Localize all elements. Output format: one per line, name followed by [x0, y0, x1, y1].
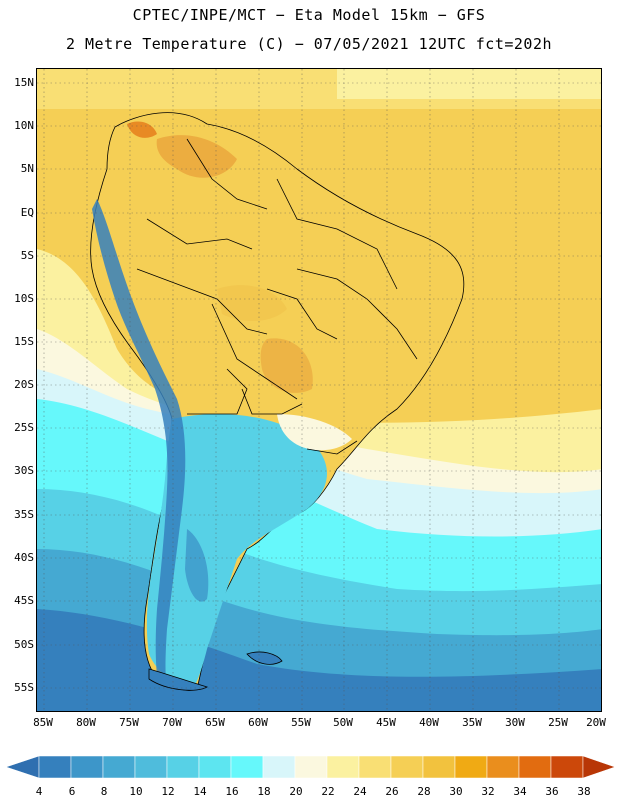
colorbar-swatch: [486, 755, 520, 779]
band-24-caribbean: [337, 69, 601, 99]
colorbar-swatch: [550, 755, 584, 779]
hot-spot-colombia: [127, 121, 157, 138]
colorbar-swatch: [102, 755, 136, 779]
lon-label-50w: 50W: [333, 716, 353, 729]
colorbar-label-28: 28: [417, 785, 431, 798]
colorbar-label-4: 4: [35, 785, 43, 798]
lon-label-75w: 75W: [119, 716, 139, 729]
colorbar-label-26: 26: [385, 785, 399, 798]
colorbar-label-36: 36: [545, 785, 559, 798]
border-paraguay: [241, 388, 303, 415]
hot-spot-mato-grosso: [260, 338, 313, 393]
lat-label-10n: 10N: [14, 119, 34, 132]
colorbar-swatch: [294, 755, 328, 779]
graticule: [37, 69, 601, 711]
lat-label-40s: 40S: [14, 551, 34, 564]
lon-label-35w: 35W: [462, 716, 482, 729]
colorbar-label-22: 22: [321, 785, 335, 798]
colorbar-label-32: 32: [481, 785, 495, 798]
colorbar-swatch: [326, 755, 360, 779]
colorbar-swatch: [230, 755, 264, 779]
lon-label-30w: 30W: [505, 716, 525, 729]
colorbar-swatch: [358, 755, 392, 779]
lat-label-45s: 45S: [14, 594, 34, 607]
colorbar-swatch: [390, 755, 424, 779]
colorbar-swatch: [134, 755, 168, 779]
colorbar-swatch: [70, 755, 104, 779]
border-brazil-states-west: [266, 288, 338, 340]
lon-label-60w: 60W: [248, 716, 268, 729]
colorbar-label-20: 20: [289, 785, 303, 798]
lon-label-80w: 80W: [76, 716, 96, 729]
lon-label-55w: 55W: [291, 716, 311, 729]
lat-label-20s: 20S: [14, 378, 34, 391]
lon-label-65w: 65W: [205, 716, 225, 729]
colorbar-label-24: 24: [353, 785, 367, 798]
hot-spot-venezuela: [156, 135, 237, 178]
lat-label-55s: 55S: [14, 681, 34, 694]
colorbar-label-8: 8: [100, 785, 108, 798]
colorbar-label-18: 18: [257, 785, 271, 798]
border-colombia-peru: [146, 218, 253, 250]
mild-southern-brazil: [277, 414, 352, 451]
lon-label-70w: 70W: [162, 716, 182, 729]
title-line-2: 2 Metre Temperature (C) − 07/05/2021 12U…: [65, 35, 553, 53]
lat-label-35s: 35S: [14, 508, 34, 521]
lon-label-45w: 45W: [376, 716, 396, 729]
lon-label-20w: 20W: [586, 716, 606, 729]
colorbar-swatch: [422, 755, 456, 779]
lon-label-85w: 85W: [33, 716, 53, 729]
colorbar-label-6: 6: [68, 785, 76, 798]
lat-label-15n: 15N: [14, 76, 34, 89]
temperature-map: [36, 68, 602, 712]
lat-label-5n: 5N: [20, 162, 34, 175]
cool-southern-cone: [146, 414, 327, 689]
lat-label-30s: 30S: [14, 464, 34, 477]
colorbar-swatch: [198, 755, 232, 779]
colorbar-label-12: 12: [161, 785, 175, 798]
colorbar-label-10: 10: [129, 785, 143, 798]
lat-label-25s: 25S: [14, 421, 34, 434]
falklands-island: [246, 651, 283, 665]
border-brazil-states-north: [276, 178, 398, 290]
border-bolivia: [211, 303, 298, 400]
lat-label-eq: EQ: [20, 206, 34, 219]
colorbar: [5, 755, 616, 779]
colorbar-label-16: 16: [225, 785, 239, 798]
colorbar-swatch: [166, 755, 200, 779]
colorbar-swatch: [262, 755, 296, 779]
colorbar-swatches: [5, 755, 616, 779]
map-canvas: [37, 69, 601, 711]
lat-label-10s: 10S: [14, 292, 34, 305]
border-venezuela-brazil: [186, 138, 268, 210]
colorbar-swatch: [38, 755, 72, 779]
lon-label-40w: 40W: [419, 716, 439, 729]
warm-amazon: [217, 285, 287, 321]
colorbar-label-38: 38: [577, 785, 591, 798]
lat-label-15s: 15S: [14, 335, 34, 348]
colorbar-arrow-low: [5, 755, 40, 779]
colorbar-label-34: 34: [513, 785, 527, 798]
border-chile-argentina-north: [187, 368, 248, 415]
patagonia-cold: [185, 529, 209, 602]
tierra-del-fuego: [148, 668, 208, 691]
colorbar-swatch: [454, 755, 488, 779]
lat-label-5s: 5S: [20, 249, 34, 262]
colorbar-arrow-high: [582, 755, 616, 779]
colorbar-label-14: 14: [193, 785, 207, 798]
border-uruguay: [306, 440, 358, 455]
andes-cold-strip: [92, 199, 186, 689]
colorbar-swatch: [518, 755, 552, 779]
lat-label-50s: 50S: [14, 638, 34, 651]
colorbar-label-30: 30: [449, 785, 463, 798]
lon-label-25w: 25W: [548, 716, 568, 729]
title-line-1: CPTEC/INPE/MCT − Eta Model 15km − GFS: [132, 6, 486, 24]
